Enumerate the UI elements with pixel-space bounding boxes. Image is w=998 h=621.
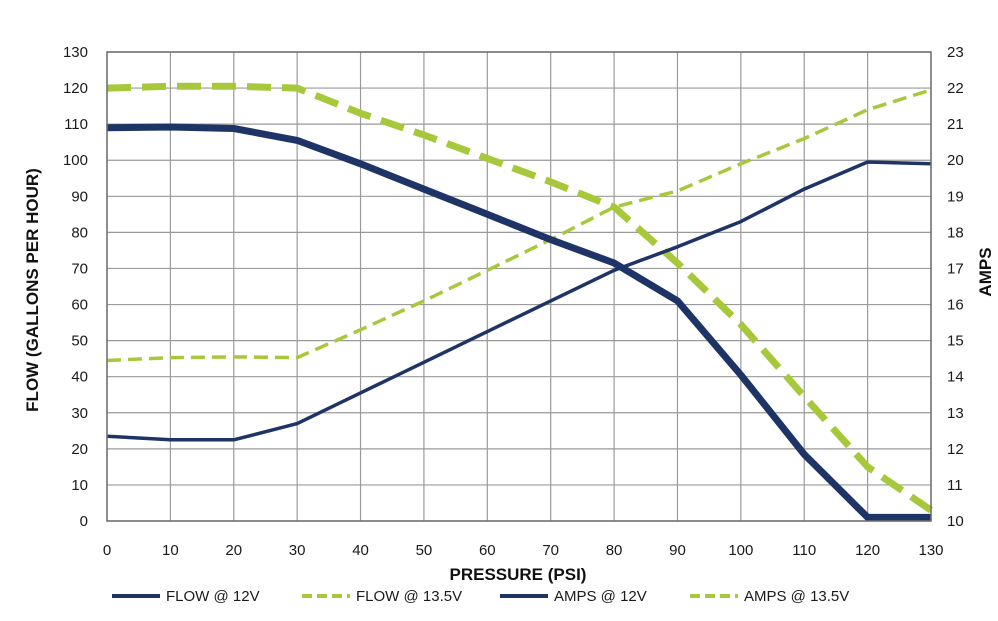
- y2-tick-label: 11: [947, 477, 963, 494]
- y-tick-label: 30: [71, 405, 88, 422]
- y-tick-label: 10: [71, 477, 88, 494]
- x-tick-label: 100: [728, 542, 753, 559]
- y2-tick-label: 16: [947, 297, 964, 314]
- legend-label: AMPS @ 12V: [554, 588, 647, 605]
- x-tick-label: 70: [542, 542, 559, 559]
- y2-axis-title: AMPS: [976, 247, 995, 296]
- y2-tick-label: 15: [947, 333, 964, 350]
- y-tick-label: 50: [71, 333, 88, 350]
- y-tick-label: 0: [80, 513, 88, 530]
- y-tick-label: 90: [71, 188, 88, 205]
- y-tick-label: 80: [71, 224, 88, 241]
- series-line-flow-13-5v: [106, 88, 932, 363]
- x-tick-label: 50: [416, 542, 433, 559]
- y2-tick-label: 14: [947, 369, 964, 386]
- series-line-amps-12v: [106, 160, 932, 442]
- y2-tick-label: 12: [947, 441, 964, 458]
- plot-area-border: [106, 51, 932, 522]
- x-tick-label: 0: [103, 542, 111, 559]
- y-tick-label: 100: [63, 152, 88, 169]
- y2-tick-label: 18: [947, 224, 964, 241]
- y2-tick-label: 17: [947, 260, 964, 277]
- legend-label: AMPS @ 13.5V: [744, 588, 849, 605]
- x-tick-label: 80: [606, 542, 623, 559]
- series-lines: [106, 82, 933, 521]
- x-tick-label: 10: [162, 542, 179, 559]
- x-tick-label: 40: [352, 542, 369, 559]
- y2-tick-label: 19: [947, 188, 964, 205]
- y-tick-label: 60: [71, 297, 88, 314]
- series-line-amps-13-5v: [106, 82, 933, 514]
- y-tick-label: 20: [71, 441, 88, 458]
- y-axis-ticks: 0 10 20 30 40 50 60 70 80 90 100 110 120 130: [63, 44, 88, 530]
- y-tick-label: 110: [64, 116, 88, 133]
- legend-label: FLOW @ 12V: [166, 588, 260, 605]
- y2-tick-label: 13: [947, 405, 964, 422]
- x-tick-label: 30: [289, 542, 306, 559]
- x-tick-label: 120: [855, 542, 880, 559]
- y2-tick-label: 20: [947, 152, 964, 169]
- plot-frame: [106, 51, 932, 522]
- y-tick-label: 130: [63, 44, 88, 61]
- y-tick-label: 120: [63, 80, 88, 97]
- y2-tick-label: 22: [947, 80, 964, 97]
- legend-label: FLOW @ 13.5V: [356, 588, 462, 605]
- series-line-flow-12v: [106, 123, 931, 521]
- y2-axis-ticks: 10 11 12 13 14 15 16 17 18 19 20 21 22 23: [947, 44, 964, 530]
- y2-tick-label: 23: [947, 44, 964, 61]
- y-tick-label: 40: [71, 369, 88, 386]
- x-tick-label: 20: [225, 542, 242, 559]
- y-axis-title: FLOW (GALLONS PER HOUR): [23, 168, 42, 412]
- legend: FLOW @ 12V FLOW @ 13.5V AMPS @ 12V AMPS @ 1…: [112, 588, 849, 605]
- x-tick-label: 130: [918, 542, 943, 559]
- y2-tick-label: 21: [947, 116, 964, 133]
- x-tick-label: 60: [479, 542, 496, 559]
- x-axis-ticks: 0 10 20 30 40 50 60 70 80 90 100 110 120 130: [103, 542, 944, 559]
- x-tick-label: 90: [669, 542, 686, 559]
- x-axis-title: PRESSURE (PSI): [450, 565, 587, 584]
- y2-tick-label: 10: [947, 513, 964, 530]
- y-tick-label: 70: [71, 260, 88, 277]
- x-tick-label: 110: [792, 542, 816, 559]
